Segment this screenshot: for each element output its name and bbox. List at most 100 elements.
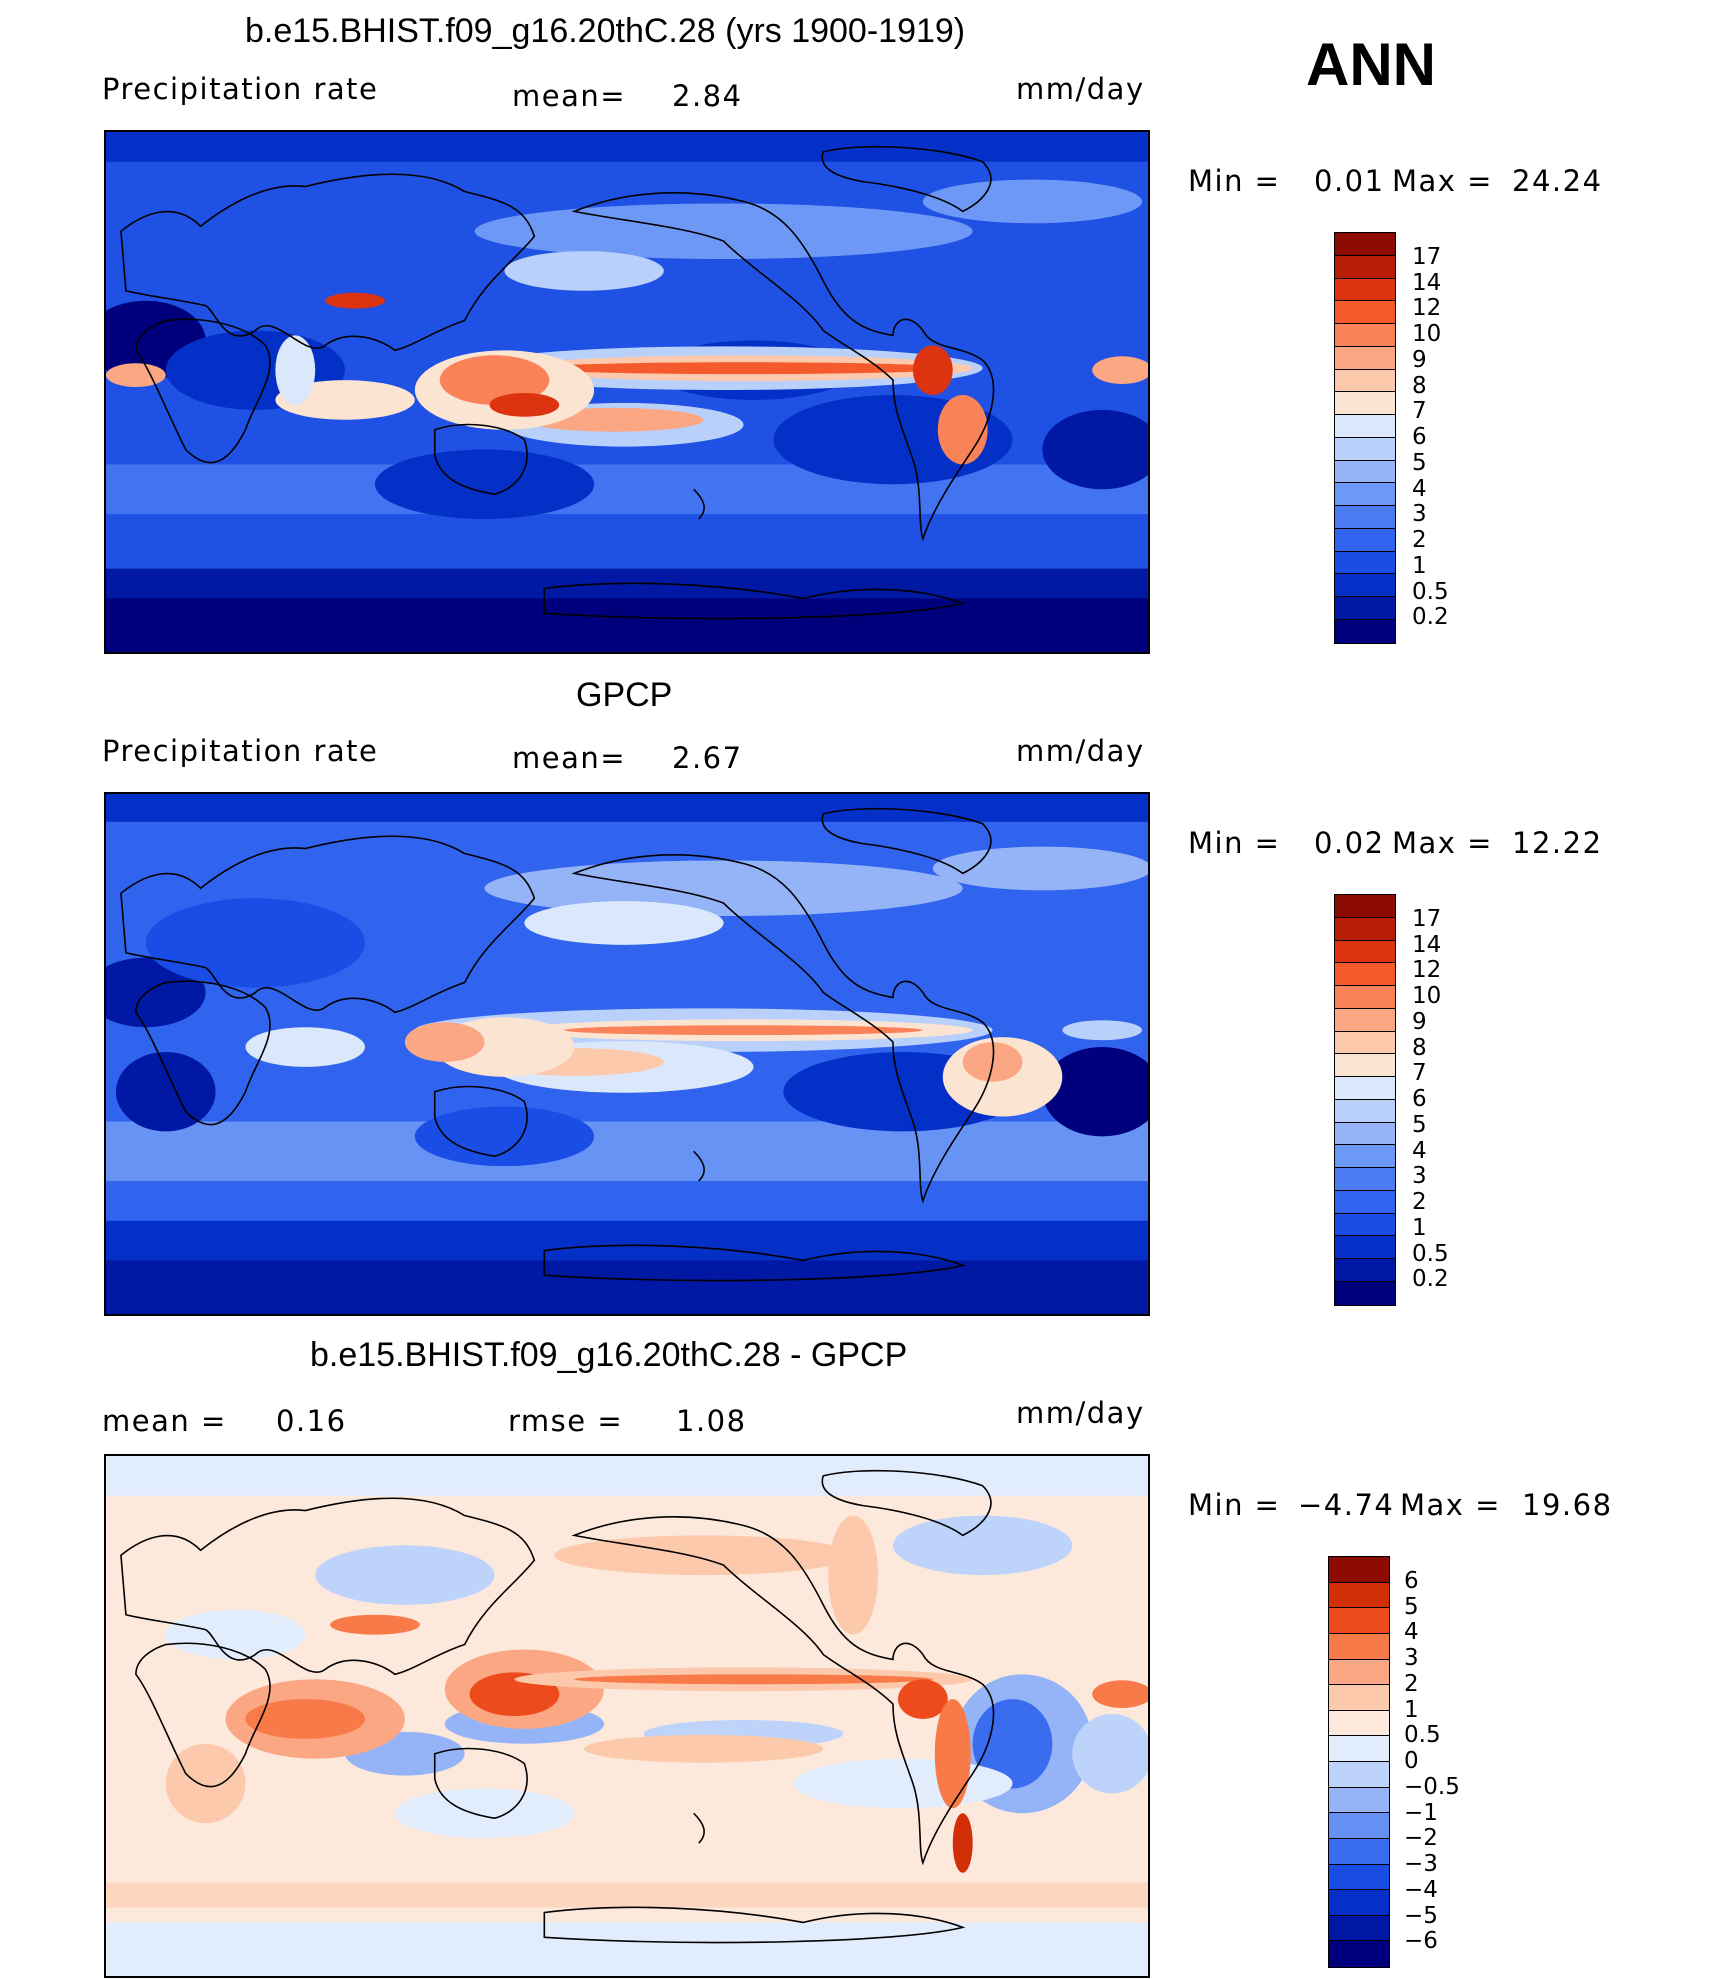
colorbar-segment <box>1335 574 1395 598</box>
colorbar-segment <box>1335 963 1395 987</box>
panel-1-map <box>104 130 1150 654</box>
colorbar-segment <box>1329 1813 1389 1839</box>
colorbar-tick-label: 3 <box>1412 1163 1427 1190</box>
colorbar-segment <box>1335 1054 1395 1078</box>
polar-bands <box>106 794 1148 1314</box>
colorbar-tick-label: 3 <box>1412 501 1427 528</box>
colorbar-tick-label: 7 <box>1412 1060 1427 1087</box>
colorbar-segment <box>1329 1762 1389 1788</box>
colorbar-segment <box>1335 392 1395 416</box>
colorbar-segment <box>1335 506 1395 529</box>
colorbar-segment <box>1335 346 1395 370</box>
colorbar-segment <box>1335 940 1395 964</box>
panel-2-max-label: Max = <box>1392 826 1493 860</box>
colorbar-tick-label: −6 <box>1404 1928 1438 1955</box>
colorbar-tick-label: −4 <box>1404 1876 1438 1903</box>
coastlines <box>120 145 995 620</box>
colorbar-segment <box>1335 324 1395 347</box>
itcz <box>245 1008 1143 1117</box>
panel-1-mean-value: 2.84 <box>672 79 743 113</box>
colorbar-segment <box>1329 1864 1389 1891</box>
panel-1-variable-label: Precipitation rate <box>102 72 379 106</box>
colorbar-segment <box>1329 1633 1389 1660</box>
panel-2-min-label: Min = <box>1188 826 1281 860</box>
panel-2-colorbar <box>1334 894 1396 1306</box>
colorbar-segment <box>1335 620 1395 643</box>
colorbar-tick-label: 0.5 <box>1412 1240 1449 1267</box>
colorbar-segment <box>1335 1145 1395 1169</box>
colorbar-tick-label: 4 <box>1412 475 1427 502</box>
colorbar-segment <box>1335 1008 1395 1032</box>
colorbar-segment <box>1335 369 1395 393</box>
panel-1-max-value: 24.24 <box>1512 164 1603 198</box>
colorbar-segment <box>1335 255 1395 279</box>
colorbar-tick-label: 8 <box>1412 1034 1427 1061</box>
colorbar-segment <box>1335 597 1395 621</box>
colorbar-segment <box>1335 1099 1395 1123</box>
colorbar-segment <box>1335 460 1395 484</box>
colorbar-segment <box>1335 1031 1395 1055</box>
colorbar-segment <box>1335 1213 1395 1237</box>
panel-1-max-label: Max = <box>1392 164 1493 198</box>
panel-2-min-value: 0.02 <box>1314 826 1385 860</box>
colorbar-tick-label: 17 <box>1412 905 1442 932</box>
colorbar-segment <box>1329 1659 1389 1686</box>
colorbar-tick-label: 2 <box>1412 1189 1427 1215</box>
panel-3-max-value: 19.68 <box>1522 1488 1613 1522</box>
panel-2-title: GPCP <box>576 676 673 714</box>
colorbar-tick-label: 6 <box>1412 424 1427 450</box>
colorbar-tick-label: 1 <box>1412 1214 1427 1241</box>
colorbar-tick-label: 4 <box>1404 1619 1419 1646</box>
coastlines <box>120 807 995 1282</box>
panel-3-rmse-label: rmse = <box>508 1404 624 1438</box>
panel-1-mean-label: mean= <box>512 79 627 113</box>
panel-3-title: b.e15.BHIST.f09_g16.20thC.28 - GPCP <box>310 1336 908 1374</box>
colorbar-segment <box>1335 1168 1395 1191</box>
colorbar-segment <box>1329 1608 1389 1634</box>
season-label: ANN <box>1306 31 1436 98</box>
colorbar-segment <box>1329 1838 1389 1865</box>
colorbar-segment <box>1329 1941 1389 1967</box>
colorbar-segment <box>1329 1890 1389 1916</box>
colorbar-segment <box>1335 415 1395 438</box>
panel-2-max-value: 12.22 <box>1512 826 1603 860</box>
itcz <box>106 292 1148 465</box>
colorbar-segment <box>1329 1915 1389 1942</box>
colorbar-tick-label: 10 <box>1412 321 1442 347</box>
colorbar-tick-label: 6 <box>1412 1086 1427 1112</box>
panel-1-colorbar-ticks: 17 14 12 10 9 8 7 6 5 4 3 2 1 0.5 0.2 <box>1412 232 1492 644</box>
colorbar-tick-label: −0.5 <box>1404 1773 1460 1800</box>
colorbar-tick-label: 0.5 <box>1412 578 1449 605</box>
colorbar-tick-label: 0.5 <box>1404 1722 1441 1749</box>
colorbar-tick-label: 2 <box>1412 527 1427 553</box>
panel-2-colorbar-ticks: 17 14 12 10 9 8 7 6 5 4 3 2 1 0.5 0.2 <box>1412 894 1492 1306</box>
colorbar-segment <box>1335 1282 1395 1305</box>
colorbar-tick-label: 17 <box>1412 243 1442 270</box>
dry-subtropics <box>106 898 1148 1167</box>
colorbar-segment <box>1335 895 1395 918</box>
colorbar-segment <box>1335 437 1395 461</box>
colorbar-segment <box>1329 1736 1389 1762</box>
colorbar-tick-label: 8 <box>1412 372 1427 399</box>
colorbar-segment <box>1335 233 1395 256</box>
colorbar-tick-label: 5 <box>1412 1111 1427 1138</box>
panel-3-max-label: Max = <box>1400 1488 1501 1522</box>
colorbar-segment <box>1329 1557 1389 1583</box>
panel-2-map <box>104 792 1150 1316</box>
colorbar-tick-label: −1 <box>1404 1799 1438 1826</box>
colorbar-segment <box>1329 1582 1389 1609</box>
positive-anomalies <box>106 1515 1148 1908</box>
colorbar-segment <box>1335 917 1395 941</box>
colorbar-segment <box>1335 1077 1395 1100</box>
panel-2-mean-label: mean= <box>512 741 627 775</box>
colorbar-tick-label: 6 <box>1404 1567 1419 1594</box>
colorbar-tick-label: 12 <box>1412 295 1442 322</box>
panel-2-mean-value: 2.67 <box>672 741 743 775</box>
panel-1-units: mm/day <box>1016 72 1145 106</box>
panel-3-colorbar-ticks: 6 5 4 3 2 1 0.5 0 −0.5 −1 −2 −3 −4 −5 −6 <box>1404 1556 1504 1968</box>
colorbar-tick-label: 9 <box>1412 346 1427 373</box>
colorbar-tick-label: 0.2 <box>1412 604 1449 631</box>
colorbar-segment <box>1335 551 1395 575</box>
colorbar-tick-label: −3 <box>1404 1851 1438 1877</box>
colorbar-tick-label: 0 <box>1404 1748 1419 1774</box>
